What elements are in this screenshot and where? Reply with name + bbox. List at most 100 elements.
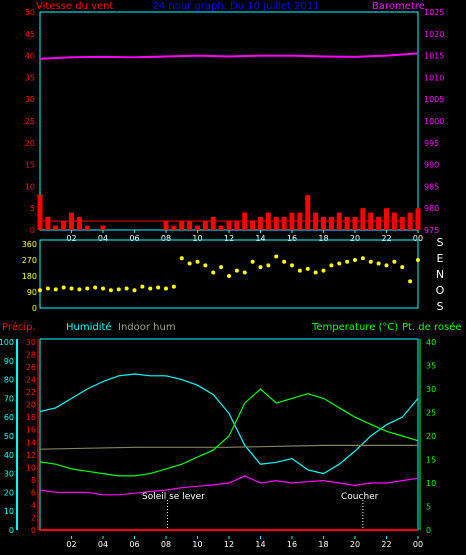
barometer-axis: 1025 1020 1015 1010 1005 1000 995 990 985 980 975 — [424, 8, 444, 235]
temperature-label: Temperature (°C) — [311, 322, 398, 333]
top-x-tick-06: 06 — [129, 234, 139, 243]
wind-tick-35: 35 — [25, 73, 35, 82]
rain-tick-28: 28 — [26, 351, 36, 360]
baro-tick-1015: 1015 — [424, 52, 444, 61]
wind-bar-20 — [352, 216, 358, 230]
bot-x-tick-18: 18 — [318, 540, 328, 549]
wind-dir-point-0.5 — [45, 286, 50, 291]
wind-direction-plot — [38, 254, 420, 293]
wind-dir-point-2 — [69, 286, 74, 291]
wind-dir-point-14 — [258, 265, 263, 270]
temp-tick-5: 5 — [426, 503, 431, 512]
hum-tick-100: 100 — [0, 338, 14, 347]
wind-bar-1 — [53, 225, 59, 230]
wind-bar-19 — [336, 212, 342, 230]
dir-tick-360: 360 — [22, 240, 37, 249]
sunset-label: Coucher — [341, 492, 379, 502]
bot-x-tick-10: 10 — [192, 540, 202, 549]
wind-bar-21 — [368, 212, 374, 230]
wind-dir-point-12.5 — [234, 268, 239, 273]
wind-dir-point-3 — [85, 286, 90, 291]
wind-dir-point-1.5 — [61, 285, 66, 290]
wind-bar-18.5 — [328, 216, 334, 230]
bot-x-tick-06: 06 — [129, 540, 139, 549]
baro-tick-1025: 1025 — [424, 8, 444, 17]
wind-bar-15.5 — [281, 216, 287, 230]
rain-tick-16: 16 — [26, 426, 36, 435]
rain-tick-2: 2 — [31, 513, 36, 522]
wind-dir-point-10.5 — [203, 263, 208, 268]
top-title: 24 hour graph, Du 10 Juillet 2011 — [152, 1, 319, 12]
wind-direction-frame — [39, 239, 419, 309]
bot-x-tick-16: 16 — [287, 540, 297, 549]
compass-S-4: S — [437, 300, 444, 313]
wind-bar-4 — [100, 225, 106, 230]
bot-x-tick-20: 20 — [350, 540, 360, 549]
wind-dir-point-18.5 — [329, 263, 334, 268]
wind-bar-13 — [242, 212, 248, 230]
wind-bar-22 — [384, 208, 389, 230]
wind-dir-point-18 — [321, 268, 326, 273]
rain-tick-24: 24 — [26, 376, 36, 385]
wind-dir-point-8.5 — [171, 284, 176, 289]
wind-bar-14 — [258, 216, 263, 230]
wind-dir-point-24 — [416, 258, 420, 262]
wind-bar-10 — [195, 225, 200, 230]
wind-dir-point-15.5 — [282, 259, 287, 264]
wind-dir-point-6.5 — [140, 284, 145, 289]
compass-E-1: E — [437, 252, 444, 265]
wind-dir-point-13.5 — [250, 259, 255, 264]
top-x-tick-12: 12 — [224, 234, 234, 243]
top-x-tick-18: 18 — [318, 234, 328, 243]
wind-dir-point-5.5 — [124, 286, 129, 291]
rain-tick-12: 12 — [26, 451, 36, 460]
wind-dir-point-21.5 — [376, 261, 381, 266]
wind-bar-13.5 — [250, 221, 256, 230]
wind-bar-14.5 — [265, 212, 271, 230]
temp-tick-25: 25 — [426, 409, 436, 418]
baro-tick-990: 990 — [424, 161, 439, 170]
wind-dir-point-17 — [305, 266, 310, 271]
wind-dir-point-15 — [274, 254, 279, 259]
wind-tick-0: 0 — [30, 226, 35, 235]
wind-bar-17 — [305, 195, 311, 230]
rain-tick-30: 30 — [26, 338, 36, 347]
wind-dir-point-19.5 — [345, 259, 350, 264]
compass-N-2: N — [436, 268, 444, 281]
wind-dir-point-9.5 — [187, 261, 192, 266]
indoor-hum-label: Indoor hum — [118, 322, 176, 333]
bot-x-tick-12: 12 — [224, 540, 234, 549]
wind-dir-point-16.5 — [297, 268, 302, 273]
wind-bar-10.5 — [202, 221, 208, 230]
wind-dir-point-17.5 — [313, 270, 318, 275]
bot-x-tick-08: 08 — [161, 540, 171, 549]
temp-tick-15: 15 — [426, 456, 436, 465]
wind-dir-point-7.5 — [156, 285, 161, 290]
wind-dir-point-2.5 — [77, 287, 82, 292]
wind-dir-point-0 — [38, 288, 42, 293]
rain-tick-0: 0 — [31, 526, 36, 535]
wind-bar-23 — [399, 216, 405, 230]
precip-label: Précip. — [2, 321, 36, 333]
wind-dir-point-8 — [164, 286, 168, 291]
bot-x-tick-22: 22 — [381, 540, 391, 549]
baro-tick-975: 975 — [424, 226, 439, 235]
wind-bar-22.5 — [391, 212, 397, 230]
top-x-tick-14: 14 — [255, 234, 265, 243]
wind-dir-point-16 — [290, 263, 294, 268]
top-x-tick-08: 08 — [161, 234, 171, 243]
humidity-line — [39, 373, 419, 475]
wind-bar-19.5 — [344, 216, 350, 230]
wind-dir-point-4.5 — [108, 288, 113, 293]
hum-tick-70: 70 — [4, 394, 14, 403]
hum-tick-50: 50 — [4, 432, 14, 441]
wind-bar-11.5 — [218, 225, 224, 230]
rain-tick-14: 14 — [26, 438, 36, 447]
bot-x-tick-02: 02 — [66, 540, 76, 549]
hum-tick-20: 20 — [4, 488, 14, 497]
wind-bar-2.5 — [76, 216, 82, 230]
temp-tick-10: 10 — [426, 479, 436, 488]
wind-tick-30: 30 — [25, 95, 35, 104]
